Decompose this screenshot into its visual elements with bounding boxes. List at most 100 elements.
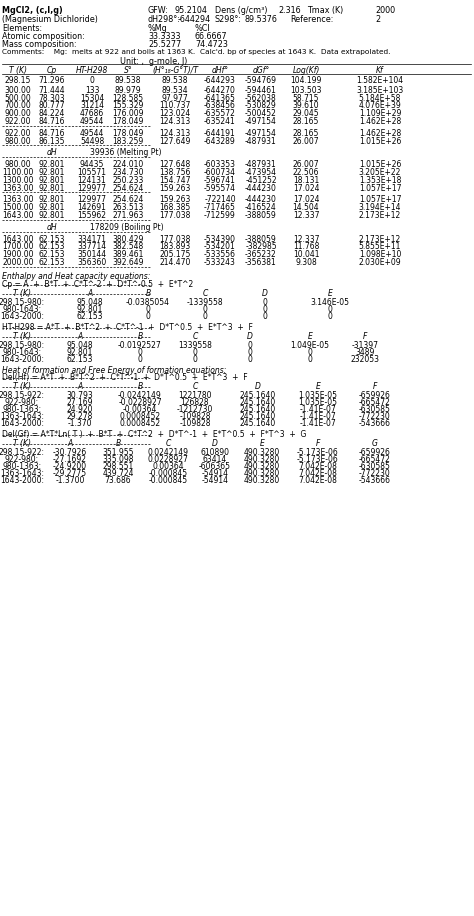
Text: 490.3280: 490.3280 (244, 448, 280, 457)
Text: 980-1643:: 980-1643: (2, 348, 42, 357)
Text: S°: S° (124, 66, 132, 75)
Text: 500.00: 500.00 (5, 93, 31, 103)
Text: 234.730: 234.730 (112, 168, 144, 177)
Text: -0.0385054: -0.0385054 (126, 298, 170, 307)
Text: 2000: 2000 (375, 6, 395, 15)
Text: 95.2104: 95.2104 (175, 6, 208, 15)
Text: 350144: 350144 (77, 250, 107, 259)
Text: 62.153: 62.153 (39, 258, 65, 267)
Text: 1643-2000:: 1643-2000: (0, 311, 44, 321)
Text: A: A (67, 439, 73, 448)
Text: 10.041: 10.041 (293, 250, 319, 259)
Text: 0: 0 (146, 305, 150, 314)
Text: 74.4723: 74.4723 (195, 40, 228, 49)
Text: 86.135: 86.135 (39, 136, 65, 146)
Text: 176.009: 176.009 (112, 109, 144, 118)
Text: -0.000845: -0.000845 (148, 469, 188, 478)
Text: 1363-1643:: 1363-1643: (0, 412, 44, 420)
Text: (Magnesium Dichloride): (Magnesium Dichloride) (2, 15, 98, 24)
Text: 1.462E+28: 1.462E+28 (359, 129, 401, 137)
Text: -772230: -772230 (359, 469, 391, 478)
Text: -659926: -659926 (359, 391, 391, 399)
Text: -388059: -388059 (245, 211, 277, 220)
Text: 7.042E-08: 7.042E-08 (299, 469, 337, 478)
Text: HT-H298 = A*T  +  B*T^2  +  C*T^-1  +  D*T^0.5  +  E*T^3  +  F: HT-H298 = A*T + B*T^2 + C*T^-1 + D*T^0.5… (2, 322, 253, 332)
Text: 129977: 129977 (78, 195, 107, 204)
Text: 92.801: 92.801 (39, 203, 65, 213)
Text: 1339558: 1339558 (178, 341, 212, 350)
Text: 245.1640: 245.1640 (240, 412, 276, 420)
Text: 5.184E+58: 5.184E+58 (359, 93, 401, 103)
Text: 1.098E+10: 1.098E+10 (359, 250, 401, 259)
Text: 0: 0 (137, 348, 143, 357)
Text: 1.015E+26: 1.015E+26 (359, 160, 401, 169)
Text: 1643-2000:: 1643-2000: (0, 354, 44, 364)
Text: 25.5277: 25.5277 (148, 40, 181, 49)
Text: -644293: -644293 (204, 76, 236, 85)
Text: C: C (165, 439, 171, 448)
Text: 177.038: 177.038 (159, 234, 191, 244)
Text: 245.1640: 245.1640 (240, 405, 276, 414)
Text: 33.3333: 33.3333 (148, 32, 181, 41)
Text: %Cl: %Cl (195, 24, 210, 33)
Text: 29.045: 29.045 (292, 109, 319, 118)
Text: 0: 0 (137, 354, 143, 364)
Text: 18.131: 18.131 (293, 176, 319, 185)
Text: -562038: -562038 (245, 93, 277, 103)
Text: 17.024: 17.024 (293, 195, 319, 204)
Text: G: G (372, 439, 378, 448)
Text: T (K): T (K) (13, 332, 31, 341)
Text: E: E (328, 289, 332, 298)
Text: -635572: -635572 (204, 109, 236, 118)
Text: 26.007: 26.007 (292, 136, 319, 146)
Text: 49544: 49544 (80, 129, 104, 137)
Text: 1.462E+28: 1.462E+28 (359, 117, 401, 126)
Text: 39936 (Melting Pt): 39936 (Melting Pt) (90, 148, 162, 158)
Text: 104.199: 104.199 (290, 76, 322, 85)
Text: dHf°: dHf° (211, 66, 228, 75)
Text: D: D (255, 382, 261, 391)
Text: -0.00364: -0.00364 (123, 405, 157, 414)
Text: 124.313: 124.313 (159, 117, 191, 126)
Text: 980.00: 980.00 (5, 160, 31, 169)
Text: 178.049: 178.049 (112, 129, 144, 137)
Text: 0: 0 (263, 298, 267, 307)
Text: -594769: -594769 (245, 76, 277, 85)
Text: 1221780: 1221780 (178, 391, 212, 399)
Text: 0.0242149: 0.0242149 (147, 448, 189, 457)
Text: 0: 0 (192, 354, 198, 364)
Text: 380.429: 380.429 (112, 234, 144, 244)
Text: 0: 0 (328, 305, 332, 314)
Text: 62.153: 62.153 (39, 243, 65, 251)
Text: -638456: -638456 (204, 102, 236, 111)
Text: Log(Kf): Log(Kf) (292, 66, 319, 75)
Text: B: B (115, 439, 120, 448)
Text: D: D (262, 289, 268, 298)
Text: Reference:: Reference: (290, 15, 333, 24)
Text: E: E (260, 439, 264, 448)
Text: 127.648: 127.648 (159, 160, 191, 169)
Text: 356360: 356360 (77, 258, 107, 267)
Text: (H°₁₈-G°T)/T: (H°₁₈-G°T)/T (152, 66, 198, 75)
Text: 490.3280: 490.3280 (244, 475, 280, 485)
Text: 1.109E+29: 1.109E+29 (359, 109, 401, 118)
Text: 0: 0 (263, 305, 267, 314)
Text: 900.00: 900.00 (5, 109, 31, 118)
Text: B: B (137, 332, 143, 341)
Text: 124131: 124131 (78, 176, 106, 185)
Text: 922.00: 922.00 (5, 129, 31, 137)
Text: 126828: 126828 (181, 398, 210, 407)
Text: Atomic composition:: Atomic composition: (2, 32, 85, 41)
Text: 271.963: 271.963 (112, 211, 144, 220)
Text: 1900.00: 1900.00 (2, 250, 34, 259)
Text: 92.801: 92.801 (39, 160, 65, 169)
Text: D: D (212, 439, 218, 448)
Text: 177.038: 177.038 (159, 211, 191, 220)
Text: 0: 0 (308, 354, 312, 364)
Text: A: A (87, 289, 92, 298)
Text: 300.00: 300.00 (5, 86, 31, 94)
Text: 92.801: 92.801 (39, 176, 65, 185)
Text: -630585: -630585 (359, 462, 391, 471)
Text: -644270: -644270 (204, 86, 236, 94)
Text: 78.303: 78.303 (39, 93, 65, 103)
